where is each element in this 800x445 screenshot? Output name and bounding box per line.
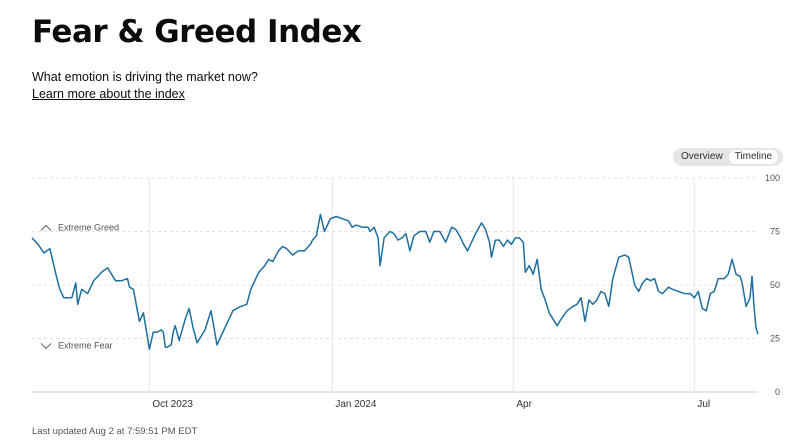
zone-label: Extreme Greed xyxy=(58,223,119,233)
x-tick-label: Jul xyxy=(697,399,710,410)
toggle-overview-button[interactable]: Overview xyxy=(681,151,723,162)
y-tick-label: 25 xyxy=(770,334,780,344)
y-tick-label: 100 xyxy=(765,173,780,183)
fear-greed-timeline-chart: 0 25 50 75 100 Oct 2023 Jan 2024 Apr Jul Extreme … xyxy=(31,173,780,410)
chevron-up-icon xyxy=(40,224,52,231)
toggle-timeline-button[interactable]: Timeline xyxy=(728,150,779,164)
last-updated-text: Last updated Aug 2 at 7:59:51 PM EDT xyxy=(32,426,198,437)
y-tick-label: 75 xyxy=(770,227,780,237)
x-tick-label: Apr xyxy=(516,399,532,410)
view-toggle: Overview Timeline xyxy=(673,148,783,166)
page-subtitle: What emotion is driving the market now? xyxy=(32,70,258,84)
x-tick-label: Jan 2024 xyxy=(335,399,377,410)
y-tick-label: 50 xyxy=(770,280,780,290)
chevron-down-icon xyxy=(40,343,52,350)
zone-label: Extreme Fear xyxy=(58,341,113,351)
series-line xyxy=(31,213,759,350)
y-tick-label: 0 xyxy=(775,387,780,397)
learn-more-link[interactable]: Learn more about the index xyxy=(32,87,185,101)
x-tick-label: Oct 2023 xyxy=(152,399,193,410)
page-title: Fear & Greed Index xyxy=(32,14,362,50)
